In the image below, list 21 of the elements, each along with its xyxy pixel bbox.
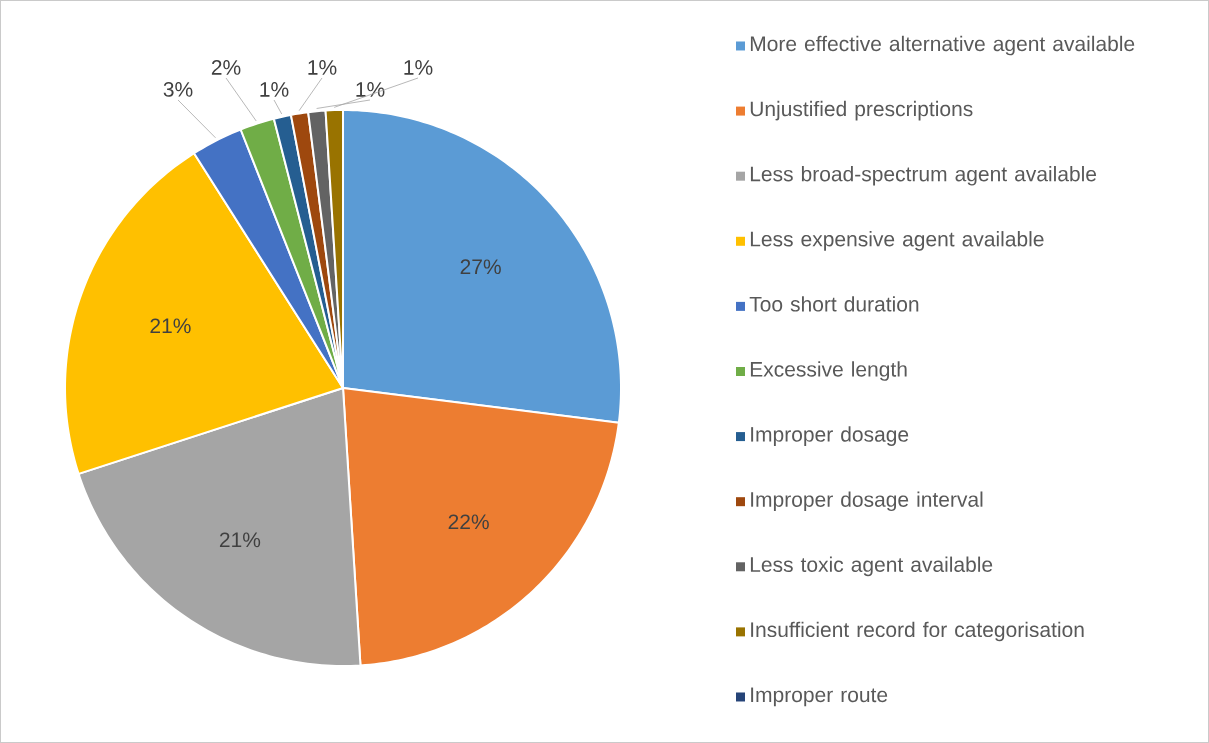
- legend-label: Unjustified prescriptions: [750, 100, 973, 121]
- legend-label: Less broad-spectrum agent available: [750, 165, 1097, 186]
- data-label: 2%: [211, 60, 241, 75]
- legend-label: Less expensive agent available: [750, 231, 1044, 251]
- data-label: 21%: [219, 532, 261, 548]
- legend-label: Too short duration: [749, 296, 919, 312]
- legend-label: Less toxic agent available: [750, 556, 993, 577]
- legend-label: Improper dosage: [751, 426, 909, 446]
- data-label: 22%: [448, 514, 489, 530]
- data-label: 21%: [150, 318, 191, 334]
- legend-label: Excessive length: [750, 361, 907, 381]
- legend-label: Insufficient record for categorisation: [751, 621, 1084, 642]
- legend-label: Improper dosage interval: [751, 491, 983, 512]
- data-label: 1%: [260, 82, 289, 97]
- data-label: 1%: [308, 60, 337, 75]
- data-label: 27%: [460, 259, 501, 275]
- data-label: 3%: [163, 81, 193, 97]
- data-label: 1%: [404, 60, 433, 75]
- legend-label: Improper route: [751, 687, 888, 707]
- legend-label: More effective alternative agent available: [750, 35, 1135, 56]
- data-label: 1%: [356, 82, 385, 97]
